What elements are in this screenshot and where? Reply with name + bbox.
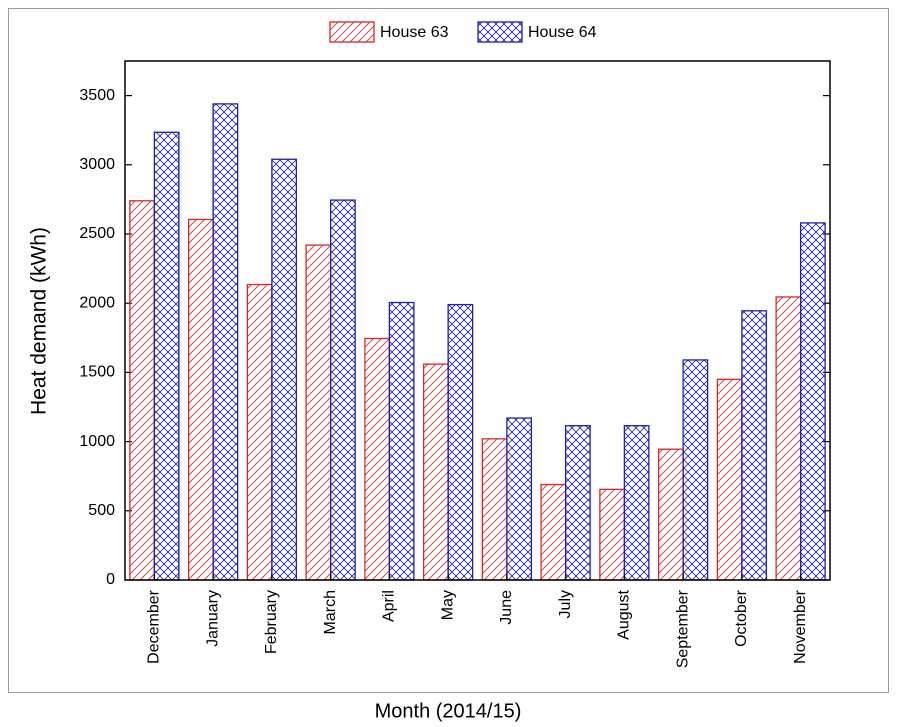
x-tick-label: April [381, 590, 398, 622]
bar [716, 378, 743, 581]
bar [682, 359, 709, 581]
y-tick-label: 1500 [79, 364, 115, 381]
bar [329, 199, 356, 581]
x-tick-label: August [616, 589, 633, 639]
bar [422, 363, 449, 581]
x-tick-label: December [146, 589, 163, 663]
x-tick-label: February [263, 590, 280, 654]
bar [741, 310, 768, 581]
bar [481, 438, 508, 581]
bar [623, 425, 650, 581]
legend-label: House 64 [528, 24, 597, 41]
bar [540, 483, 567, 581]
bar [599, 488, 626, 581]
legend-label: House 63 [380, 24, 449, 41]
bar [212, 103, 239, 581]
bar [187, 218, 214, 581]
y-tick-label: 500 [88, 502, 115, 519]
x-tick-label: June [498, 590, 515, 625]
bar [364, 337, 391, 581]
x-axis-title: Month (2014/15) [375, 700, 522, 722]
bar [657, 448, 684, 581]
legend-swatch [329, 21, 375, 43]
bar [305, 244, 332, 581]
y-tick-label: 2000 [79, 294, 115, 311]
frame [8, 8, 889, 693]
bar [564, 425, 591, 581]
bar [506, 417, 533, 581]
bar [447, 303, 474, 581]
bar [246, 283, 273, 581]
bar [799, 222, 826, 581]
bar [153, 131, 180, 581]
y-tick-label: 1000 [79, 433, 115, 450]
x-tick-label: March [322, 590, 339, 634]
y-tick-label: 0 [106, 571, 115, 588]
x-tick-label: November [792, 589, 809, 663]
bar [388, 301, 415, 581]
x-tick-label: July [557, 590, 574, 618]
y-tick-label: 3500 [79, 87, 115, 104]
y-tick-label: 2500 [79, 225, 115, 242]
legend-swatch [477, 21, 523, 43]
x-tick-label: October [733, 589, 750, 647]
y-axis-title: Heat demand (kWh) [28, 227, 51, 415]
x-tick-label: January [204, 590, 221, 647]
bar [271, 158, 298, 581]
x-tick-label: May [439, 590, 456, 620]
x-tick-label: September [674, 589, 691, 668]
bar [775, 296, 802, 581]
y-tick-label: 3000 [79, 156, 115, 173]
plot-frame [124, 60, 831, 581]
bar [129, 200, 156, 581]
